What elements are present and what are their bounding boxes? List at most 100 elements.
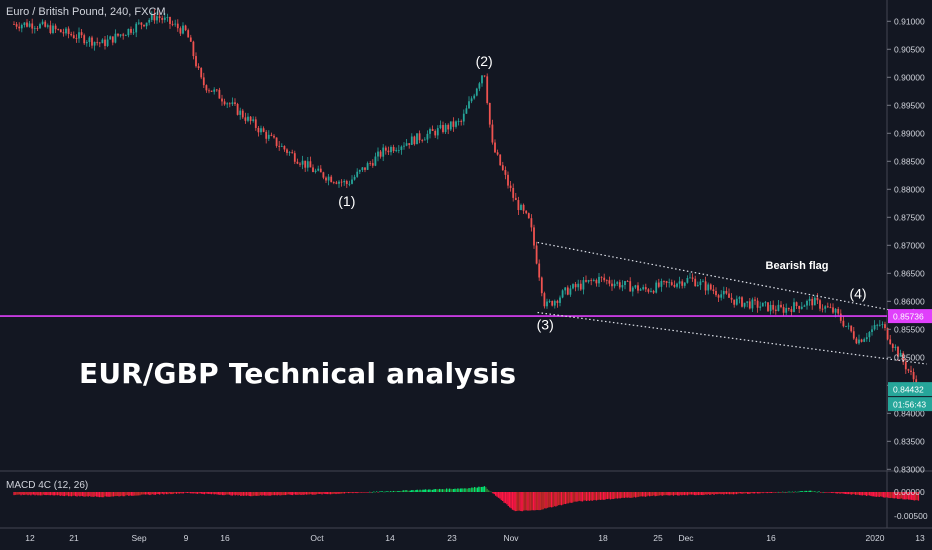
macd-bar [782,491,784,493]
macd-bar [296,492,298,495]
macd-bar [626,492,628,498]
macd-bar [114,492,116,497]
macd-bar [285,492,287,496]
macd-bar [387,491,389,492]
macd-bar [348,492,350,494]
candle-body [475,88,478,96]
macd-bar [528,492,530,511]
macd-bar [604,492,606,500]
candle-body [163,17,166,20]
candle-body [117,33,119,36]
macd-bar [780,492,782,493]
macd-bar [170,492,172,495]
x-tick-label: 16 [220,533,230,543]
macd-bar [510,492,512,509]
countdown-label: 01:56:43 [893,400,926,410]
macd-bar [866,492,868,496]
candle-body [91,37,93,46]
macd-bar [706,492,708,495]
macd-bar [153,492,155,495]
macd-bar [735,492,738,495]
candle-body [894,346,897,348]
candle-body [382,147,385,157]
macd-bar [301,492,304,495]
macd-bar [552,492,554,508]
macd-bar [314,492,316,495]
candle-body [564,287,567,291]
macd-bar [166,492,168,495]
candle-body [104,39,106,46]
macd-bar [842,492,844,494]
macd-bar [189,492,192,494]
macd-bar [693,492,696,496]
y-tick-label: 0.85000 [894,352,925,362]
candle-body [358,169,361,172]
macd-bar [317,492,319,494]
macd-bar [339,492,341,494]
candle-body [652,290,655,293]
macd-bar [164,492,166,494]
macd-bar [364,492,367,493]
macd-bar [684,492,686,496]
macd-bar [716,492,718,495]
candle-body [855,338,858,344]
macd-bar [237,492,239,496]
candle-body [109,36,112,40]
candle-body [213,89,216,92]
macd-bar [230,492,232,496]
x-tick-label: 2020 [866,533,885,543]
candle-body [501,165,504,171]
candle-body [504,170,507,175]
macd-bar [828,492,830,493]
macd-bar [68,492,70,497]
macd-bar [803,491,805,493]
macd-bar [541,492,543,510]
y-tick-label: 0.89000 [894,128,925,138]
x-tick-label: Dec [678,533,694,543]
candle-body [673,284,676,287]
macd-bar [768,492,770,493]
macd-bar [675,492,677,495]
candle-body [629,281,632,292]
candle-body [832,307,834,313]
macd-bar [236,492,238,495]
macd-bar [791,491,794,493]
macd-bar [503,492,505,503]
macd-bar [110,492,112,497]
macd-bar [586,492,588,502]
candle-body [842,320,845,327]
x-tick-label: Nov [503,533,519,543]
candle-body [626,281,629,282]
macd-bar [665,492,668,496]
macd-bar [34,492,36,496]
macd-bar [647,492,649,496]
candle-body [114,33,117,43]
candle-body [405,143,408,146]
macd-bar [150,492,152,495]
macd-bar [906,492,908,500]
macd-bar [509,492,511,508]
candle-body [36,28,39,29]
macd-bar [303,492,305,495]
macd-bar [514,492,516,512]
macd-bar [822,491,824,493]
macd-bar [329,492,332,495]
macd-bar [629,492,631,498]
candle-body [309,161,312,168]
macd-bar [581,492,584,502]
candle-body [772,304,775,310]
macd-bar [903,492,906,500]
macd-bar [38,492,40,496]
macd-bar [418,490,420,492]
candle-body [75,38,78,39]
candle-body [618,282,621,288]
candle-body [897,346,899,357]
macd-bar [321,492,323,495]
macd-bar [345,492,347,493]
candle-body [751,299,754,309]
macd-bar [880,492,882,497]
candle-body [491,124,494,143]
candle-body [722,290,725,295]
macd-bar [621,492,623,498]
candle-body [733,299,736,305]
